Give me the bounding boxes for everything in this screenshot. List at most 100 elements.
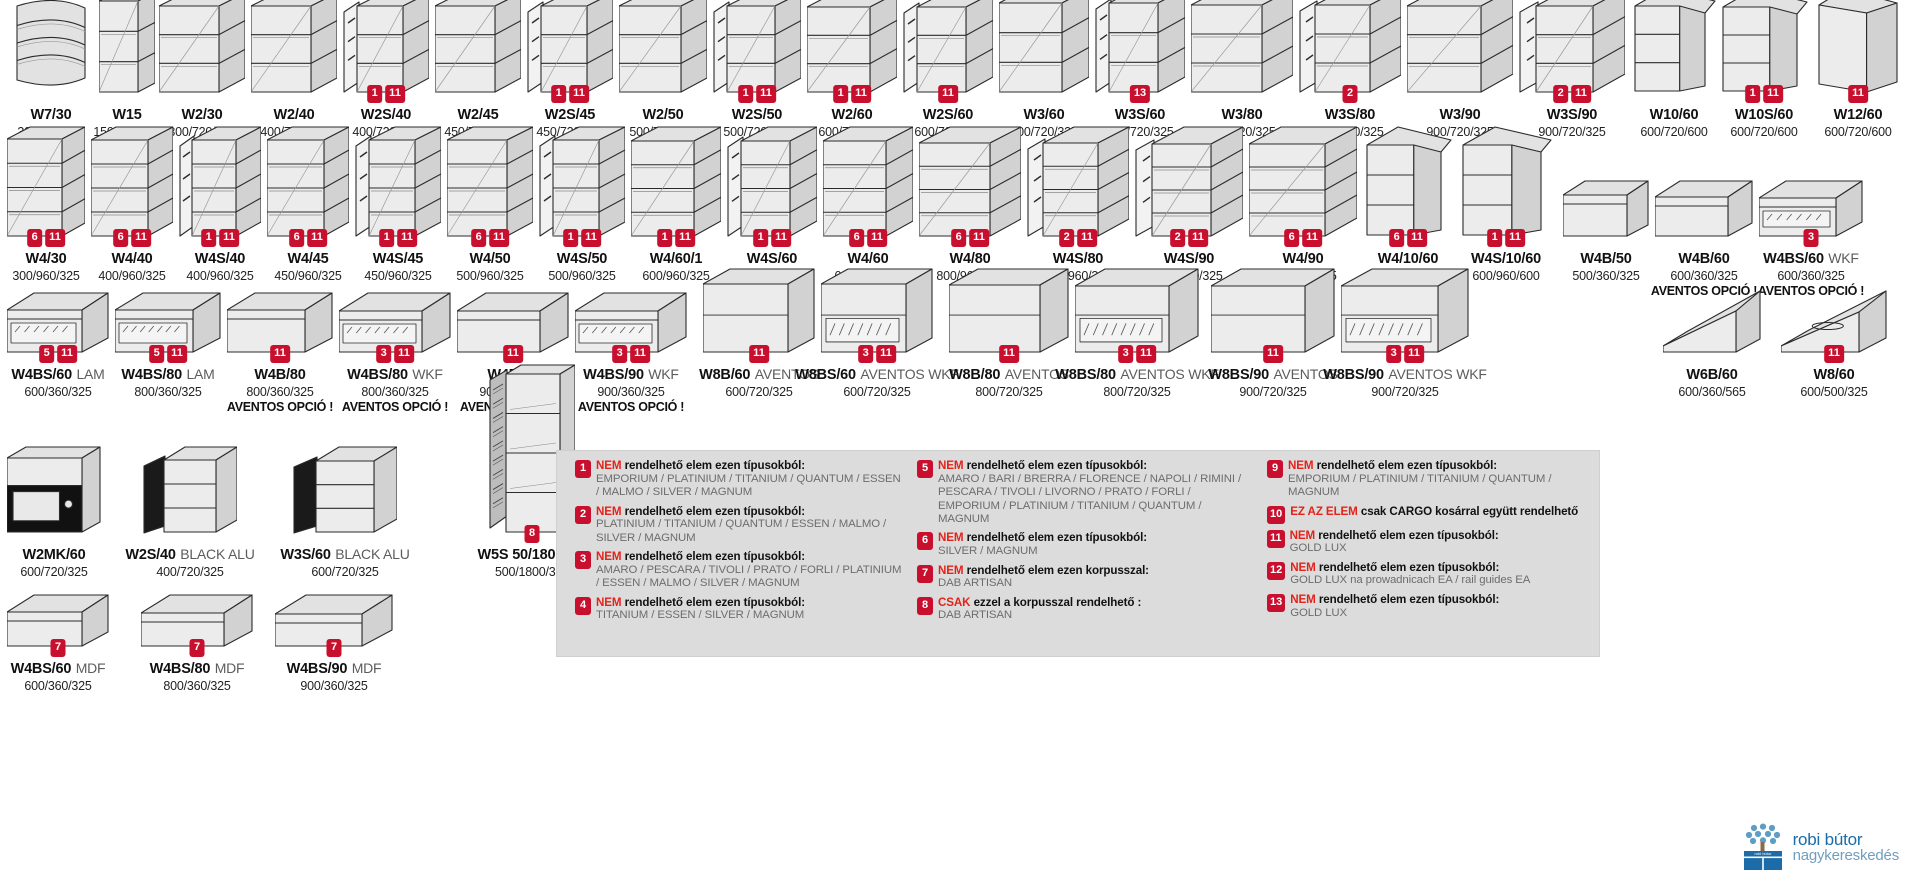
restriction-badge[interactable]: 11 — [1848, 85, 1868, 103]
restriction-badge[interactable]: 11 — [1824, 345, 1844, 363]
restriction-badge[interactable]: 1 — [657, 229, 673, 247]
cabinet-item[interactable]: 11 W12/60 600/720/600 — [1812, 0, 1904, 139]
restriction-badge[interactable]: 11 — [569, 85, 589, 103]
cabinet-item[interactable]: 5 11 W4BS/80 LAM 800/360/325 — [112, 292, 224, 399]
cabinet-item[interactable]: 3 11 W4BS/90 WKF 900/360/325 AVENTOS OPCIÓ ! — [572, 292, 690, 414]
restriction-badge[interactable]: 11 — [219, 229, 239, 247]
cabinet-item[interactable]: 1 11 W4S/50 500/960/325 — [536, 126, 628, 283]
cabinet-item[interactable]: 1 11 W4S/40 400/960/325 — [176, 126, 264, 283]
restriction-badge[interactable]: 3 — [612, 345, 628, 363]
restriction-badge[interactable]: 11 — [675, 229, 695, 247]
restriction-badge[interactable]: 11 — [867, 229, 887, 247]
cabinet-item[interactable]: 1 11 W4S/10/60 600/960/600 — [1456, 126, 1556, 283]
restriction-badge[interactable]: 5 — [39, 345, 55, 363]
restriction-badge[interactable]: 7 — [50, 639, 66, 657]
restriction-badge[interactable]: 3 — [376, 345, 392, 363]
restriction-badge[interactable]: 3 — [1386, 345, 1402, 363]
cabinet-item[interactable]: W2/30 300/720/325 — [156, 0, 248, 139]
restriction-badge[interactable]: 2 — [1170, 229, 1186, 247]
restriction-badge[interactable]: 11 — [969, 229, 989, 247]
restriction-badge[interactable]: 1 — [367, 85, 383, 103]
cabinet-item[interactable]: 3 W4BS/60 WKF 600/360/325 AVENTOS OPCIÓ ! — [1756, 150, 1866, 298]
restriction-badge[interactable]: 6 — [1284, 229, 1300, 247]
cabinet-item[interactable]: 3 11 W8BS/80 AVENTOS WKF 800/720/325 — [1055, 268, 1219, 399]
restriction-badge[interactable]: 11 — [1136, 345, 1156, 363]
restriction-badge[interactable]: 6 — [113, 229, 129, 247]
cabinet-item[interactable]: W2S/40 BLACK ALU 400/720/325 — [125, 440, 255, 579]
cabinet-item[interactable]: 2 11 W3S/90 900/720/325 — [1516, 0, 1628, 139]
restriction-badge[interactable]: 1 — [753, 229, 769, 247]
cabinet-item[interactable]: W10/60 600/720/600 — [1628, 0, 1720, 139]
restriction-badge[interactable]: 11 — [630, 345, 650, 363]
cabinet-item[interactable]: 11 W8/60 600/500/325 — [1778, 290, 1890, 399]
cabinet-item[interactable]: 7 W4BS/80 MDF 800/360/325 — [138, 594, 256, 693]
restriction-badge[interactable]: 11 — [167, 345, 187, 363]
restriction-badge[interactable]: 2 — [1342, 85, 1358, 103]
restriction-badge[interactable]: 11 — [1404, 345, 1424, 363]
restriction-badge[interactable]: 11 — [57, 345, 77, 363]
restriction-badge[interactable]: 6 — [849, 229, 865, 247]
restriction-badge[interactable]: 11 — [397, 229, 417, 247]
restriction-badge[interactable]: 11 — [307, 229, 327, 247]
restriction-badge[interactable]: 11 — [270, 345, 290, 363]
restriction-badge[interactable]: 11 — [1571, 85, 1591, 103]
restriction-badge[interactable]: 8 — [524, 525, 540, 543]
restriction-badge[interactable]: 1 — [563, 229, 579, 247]
restriction-badge[interactable]: 11 — [756, 85, 776, 103]
cabinet-item[interactable]: 11 W8B/80 AVENTOS 800/720/325 — [946, 268, 1072, 399]
restriction-badge[interactable]: 6 — [471, 229, 487, 247]
restriction-badge[interactable]: 1 — [1745, 85, 1761, 103]
restriction-badge[interactable]: 11 — [45, 229, 65, 247]
restriction-badge[interactable]: 11 — [385, 85, 405, 103]
cabinet-item[interactable]: 1 11 W10S/60 600/720/600 — [1716, 0, 1812, 139]
cabinet-item[interactable]: W2MK/60 600/720/325 — [4, 440, 104, 579]
restriction-badge[interactable]: 11 — [938, 85, 958, 103]
cabinet-item[interactable]: 1 11 W2S/50 500/720/325 — [710, 0, 804, 139]
restriction-badge[interactable]: 11 — [1302, 229, 1322, 247]
cabinet-item[interactable]: 5 11 W4BS/60 LAM 600/360/325 — [4, 292, 112, 399]
restriction-badge[interactable]: 11 — [1407, 229, 1427, 247]
restriction-badge[interactable]: 3 — [1118, 345, 1134, 363]
restriction-badge[interactable]: 11 — [999, 345, 1019, 363]
restriction-badge[interactable]: 11 — [1188, 229, 1208, 247]
restriction-badge[interactable]: 2 — [1553, 85, 1569, 103]
cabinet-item[interactable]: 2 11 W4S/80 800/960/325 — [1024, 126, 1132, 283]
restriction-badge[interactable]: 11 — [131, 229, 151, 247]
restriction-badge[interactable]: 11 — [1077, 229, 1097, 247]
restriction-badge[interactable]: 6 — [289, 229, 305, 247]
cabinet-item[interactable]: W4B/60 600/360/325 AVENTOS OPCIÓ ! — [1651, 150, 1757, 298]
cabinet-item[interactable]: 7 W4BS/90 MDF 900/360/325 — [272, 594, 396, 693]
cabinet-item[interactable]: 6 11 W4/30 300/960/325 — [4, 126, 88, 283]
restriction-badge[interactable]: 11 — [1763, 85, 1783, 103]
restriction-badge[interactable]: 1 — [201, 229, 217, 247]
restriction-badge[interactable]: 11 — [851, 85, 871, 103]
cabinet-item[interactable]: W3/90 900/720/325 — [1404, 0, 1516, 139]
restriction-badge[interactable]: 7 — [326, 639, 342, 657]
cabinet-item[interactable]: 6 11 W4/40 400/960/325 — [88, 126, 176, 283]
restriction-badge[interactable]: 11 — [1263, 345, 1283, 363]
restriction-badge[interactable]: 6 — [1389, 229, 1405, 247]
cabinet-item[interactable]: W15150/720/325 — [93, 0, 161, 139]
restriction-badge[interactable]: 11 — [394, 345, 414, 363]
cabinet-item[interactable]: 7 W4BS/60 MDF 600/360/325 — [4, 594, 112, 693]
restriction-badge[interactable]: 3 — [858, 345, 874, 363]
cabinet-item[interactable]: 1 11 W4S/45 450/960/325 — [352, 126, 444, 283]
restriction-badge[interactable]: 11 — [489, 229, 509, 247]
cabinet-item[interactable]: 3 11 W4BS/80 WKF 800/360/325 AVENTOS OPCIÓ ! — [336, 292, 454, 414]
cabinet-item[interactable]: W6B/60 600/360/565 — [1660, 290, 1764, 399]
restriction-badge[interactable]: 6 — [27, 229, 43, 247]
restriction-badge[interactable]: 6 — [951, 229, 967, 247]
restriction-badge[interactable]: 3 — [1803, 229, 1819, 247]
cabinet-item[interactable]: 13 W3S/60 600/720/325 — [1092, 0, 1188, 139]
